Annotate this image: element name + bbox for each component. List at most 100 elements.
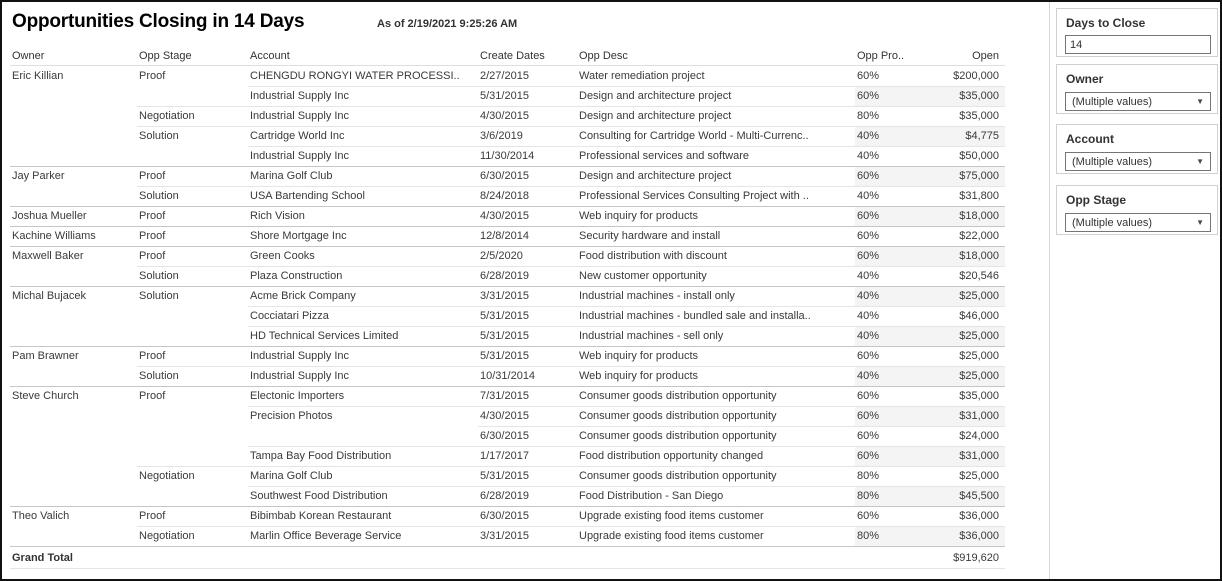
account-cell[interactable]: Rich Vision	[250, 210, 305, 222]
days-to-close-input[interactable]	[1065, 35, 1211, 54]
opp-stage-filter-dropdown[interactable]: (Multiple values) ▼	[1065, 213, 1211, 232]
account-cell[interactable]: Southwest Food Distribution	[250, 490, 388, 502]
owner-cell[interactable]	[10, 326, 137, 346]
pct-cell[interactable]: 40%	[857, 310, 880, 322]
stage-cell[interactable]: Solution	[139, 290, 179, 302]
owner-filter-dropdown[interactable]: (Multiple values) ▼	[1065, 92, 1211, 111]
owner-cell[interactable]: Joshua Mueller	[12, 210, 87, 222]
owner-cell[interactable]	[10, 86, 137, 106]
column-header-pct[interactable]: Opp Pro..	[857, 50, 905, 62]
open-cell[interactable]: $35,000	[959, 110, 999, 122]
column-header-owner[interactable]: Owner	[12, 50, 45, 62]
desc-cell[interactable]: Upgrade existing food items customer	[579, 510, 764, 522]
stage-cell[interactable]: Negotiation	[139, 530, 195, 542]
account-cell[interactable]: Green Cooks	[250, 250, 315, 262]
owner-cell[interactable]: Steve Church	[12, 390, 79, 402]
account-cell[interactable]: Industrial Supply Inc	[250, 370, 350, 382]
desc-cell[interactable]: Security hardware and install	[579, 230, 721, 242]
date-cell[interactable]: 2/27/2015	[480, 70, 529, 82]
owner-cell[interactable]	[10, 186, 137, 206]
account-cell[interactable]: Marina Golf Club	[250, 470, 333, 482]
stage-cell[interactable]: Solution	[139, 270, 179, 282]
account-cell[interactable]: Electonic Importers	[250, 390, 345, 402]
account-cell[interactable]: Bibimbab Korean Restaurant	[250, 510, 392, 522]
date-cell[interactable]: 1/17/2017	[480, 450, 529, 462]
account-filter-dropdown[interactable]: (Multiple values) ▼	[1065, 152, 1211, 171]
date-cell[interactable]: 5/31/2015	[480, 350, 529, 362]
stage-cell[interactable]: Proof	[139, 510, 166, 522]
open-cell[interactable]: $50,000	[959, 150, 999, 162]
column-header-date[interactable]: Create Dates	[480, 50, 545, 62]
owner-cell[interactable]	[10, 106, 137, 126]
desc-cell[interactable]: Design and architecture project	[579, 110, 732, 122]
pct-cell[interactable]: 60%	[857, 350, 880, 362]
column-header-open[interactable]: Open	[972, 50, 999, 62]
account-cell[interactable]: Tampa Bay Food Distribution	[250, 450, 392, 462]
open-cell[interactable]: $25,000	[959, 330, 999, 342]
pct-cell[interactable]: 80%	[857, 110, 880, 122]
desc-cell[interactable]: Web inquiry for products	[579, 210, 699, 222]
account-cell[interactable]: Industrial Supply Inc	[250, 90, 350, 102]
pct-cell[interactable]: 80%	[857, 490, 880, 502]
date-cell[interactable]: 4/30/2015	[480, 210, 529, 222]
desc-cell[interactable]: Upgrade existing food items customer	[579, 530, 764, 542]
desc-cell[interactable]: Consulting for Cartridge World - Multi-C…	[579, 130, 809, 142]
open-cell[interactable]: $18,000	[959, 210, 999, 222]
stage-cell[interactable]: Solution	[139, 190, 179, 202]
owner-cell[interactable]: Eric Killian	[12, 70, 64, 82]
date-cell[interactable]: 7/31/2015	[480, 390, 529, 402]
account-cell[interactable]: Marlin Office Beverage Service	[250, 530, 402, 542]
stage-cell[interactable]: Proof	[139, 350, 166, 362]
owner-cell[interactable]: Michal Bujacek	[12, 290, 86, 302]
owner-cell[interactable]	[10, 406, 137, 426]
desc-cell[interactable]: Water remediation project	[579, 70, 705, 82]
account-cell[interactable]: HD Technical Services Limited	[250, 330, 399, 342]
desc-cell[interactable]: Consumer goods distribution opportunity	[579, 470, 777, 482]
owner-cell[interactable]: Jay Parker	[12, 170, 65, 182]
stage-cell[interactable]: Proof	[139, 250, 166, 262]
owner-cell[interactable]	[10, 526, 137, 546]
pct-cell[interactable]: 40%	[857, 190, 880, 202]
open-cell[interactable]: $24,000	[959, 430, 999, 442]
open-cell[interactable]: $22,000	[959, 230, 999, 242]
desc-cell[interactable]: Consumer goods distribution opportunity	[579, 390, 777, 402]
desc-cell[interactable]: Food distribution opportunity changed	[579, 450, 764, 462]
owner-cell[interactable]: Theo Valich	[12, 510, 70, 522]
account-cell[interactable]: Shore Mortgage Inc	[250, 230, 347, 242]
date-cell[interactable]: 6/30/2015	[480, 510, 529, 522]
stage-cell[interactable]: Solution	[139, 370, 179, 382]
account-cell[interactable]: Acme Brick Company	[250, 290, 356, 302]
desc-cell[interactable]: Web inquiry for products	[579, 370, 699, 382]
stage-cell[interactable]: Proof	[139, 170, 166, 182]
stage-cell[interactable]	[137, 306, 248, 326]
owner-cell[interactable]: Pam Brawner	[12, 350, 79, 362]
pct-cell[interactable]: 60%	[857, 170, 880, 182]
owner-cell[interactable]	[10, 266, 137, 286]
open-cell[interactable]: $35,000	[959, 390, 999, 402]
desc-cell[interactable]: Industrial machines - bundled sale and i…	[579, 310, 811, 322]
open-cell[interactable]: $4,775	[965, 130, 999, 142]
pct-cell[interactable]: 60%	[857, 410, 880, 422]
account-cell[interactable]: USA Bartending School	[250, 190, 365, 202]
stage-cell[interactable]: Negotiation	[139, 470, 195, 482]
desc-cell[interactable]: New customer opportunity	[579, 270, 707, 282]
account-cell[interactable]: Precision Photos	[250, 410, 333, 422]
owner-cell[interactable]	[10, 366, 137, 386]
desc-cell[interactable]: Food distribution with discount	[579, 250, 727, 262]
date-cell[interactable]: 3/6/2019	[480, 130, 523, 142]
date-cell[interactable]: 4/30/2015	[480, 410, 529, 422]
open-cell[interactable]: $31,800	[959, 190, 999, 202]
owner-cell[interactable]	[10, 446, 137, 466]
account-cell[interactable]: Industrial Supply Inc	[250, 110, 350, 122]
owner-cell[interactable]: Kachine Williams	[12, 230, 96, 242]
stage-cell[interactable]	[137, 446, 248, 466]
column-header-account[interactable]: Account	[250, 50, 290, 62]
date-cell[interactable]: 2/5/2020	[480, 250, 523, 262]
pct-cell[interactable]: 60%	[857, 210, 880, 222]
open-cell[interactable]: $46,000	[959, 310, 999, 322]
stage-cell[interactable]: Proof	[139, 390, 166, 402]
stage-cell[interactable]	[137, 426, 248, 446]
desc-cell[interactable]: Food Distribution - San Diego	[579, 490, 724, 502]
desc-cell[interactable]: Consumer goods distribution opportunity	[579, 430, 777, 442]
stage-cell[interactable]	[137, 326, 248, 346]
